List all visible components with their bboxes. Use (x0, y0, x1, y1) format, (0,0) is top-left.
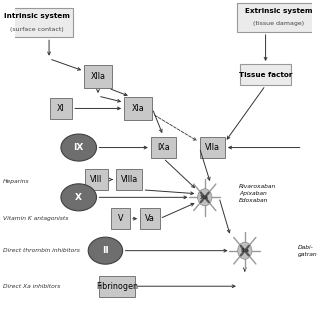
FancyBboxPatch shape (116, 169, 142, 190)
FancyBboxPatch shape (111, 208, 130, 229)
Text: Va: Va (145, 214, 155, 223)
Text: IIa: IIa (240, 248, 249, 253)
Circle shape (238, 242, 252, 259)
Text: Tissue factor: Tissue factor (239, 72, 292, 78)
FancyBboxPatch shape (240, 64, 291, 85)
Text: II: II (102, 246, 109, 255)
FancyBboxPatch shape (50, 98, 72, 119)
Text: VIIa: VIIa (205, 143, 220, 152)
Text: Vitamin K antagonists: Vitamin K antagonists (3, 216, 68, 221)
Text: X: X (75, 193, 82, 202)
FancyBboxPatch shape (84, 65, 112, 88)
Ellipse shape (61, 134, 97, 161)
Text: IXa: IXa (157, 143, 170, 152)
Text: VIIIa: VIIIa (121, 175, 138, 184)
Text: Xa: Xa (200, 195, 209, 200)
Text: V: V (117, 214, 123, 223)
Text: XIIa: XIIa (91, 72, 106, 81)
Text: Dabi-
gatran: Dabi- gatran (298, 245, 318, 257)
FancyBboxPatch shape (0, 8, 73, 37)
Text: (surface contact): (surface contact) (10, 27, 63, 32)
Text: Intrinsic system: Intrinsic system (4, 13, 69, 19)
Ellipse shape (88, 237, 123, 264)
Text: Direct Xa inhibitors: Direct Xa inhibitors (3, 284, 60, 289)
Text: IX: IX (74, 143, 84, 152)
Circle shape (198, 189, 212, 206)
Text: XI: XI (57, 104, 65, 113)
Text: VIII: VIII (90, 175, 103, 184)
FancyBboxPatch shape (140, 208, 160, 229)
Text: Fibrinogen: Fibrinogen (96, 282, 138, 291)
Text: Extrinsic system: Extrinsic system (245, 8, 313, 14)
FancyBboxPatch shape (124, 97, 152, 120)
Text: Rivaroxaban
Apixaban
Edoxaban: Rivaroxaban Apixaban Edoxaban (239, 184, 276, 203)
FancyBboxPatch shape (200, 137, 225, 158)
Text: (tissue damage): (tissue damage) (253, 21, 304, 26)
Text: Heparins: Heparins (3, 179, 30, 184)
Text: Direct thrombin inhibitors: Direct thrombin inhibitors (3, 248, 80, 253)
FancyBboxPatch shape (85, 169, 108, 190)
Ellipse shape (61, 184, 97, 211)
Text: XIa: XIa (132, 104, 144, 113)
FancyBboxPatch shape (100, 276, 135, 297)
FancyBboxPatch shape (237, 3, 320, 32)
FancyBboxPatch shape (151, 137, 176, 158)
